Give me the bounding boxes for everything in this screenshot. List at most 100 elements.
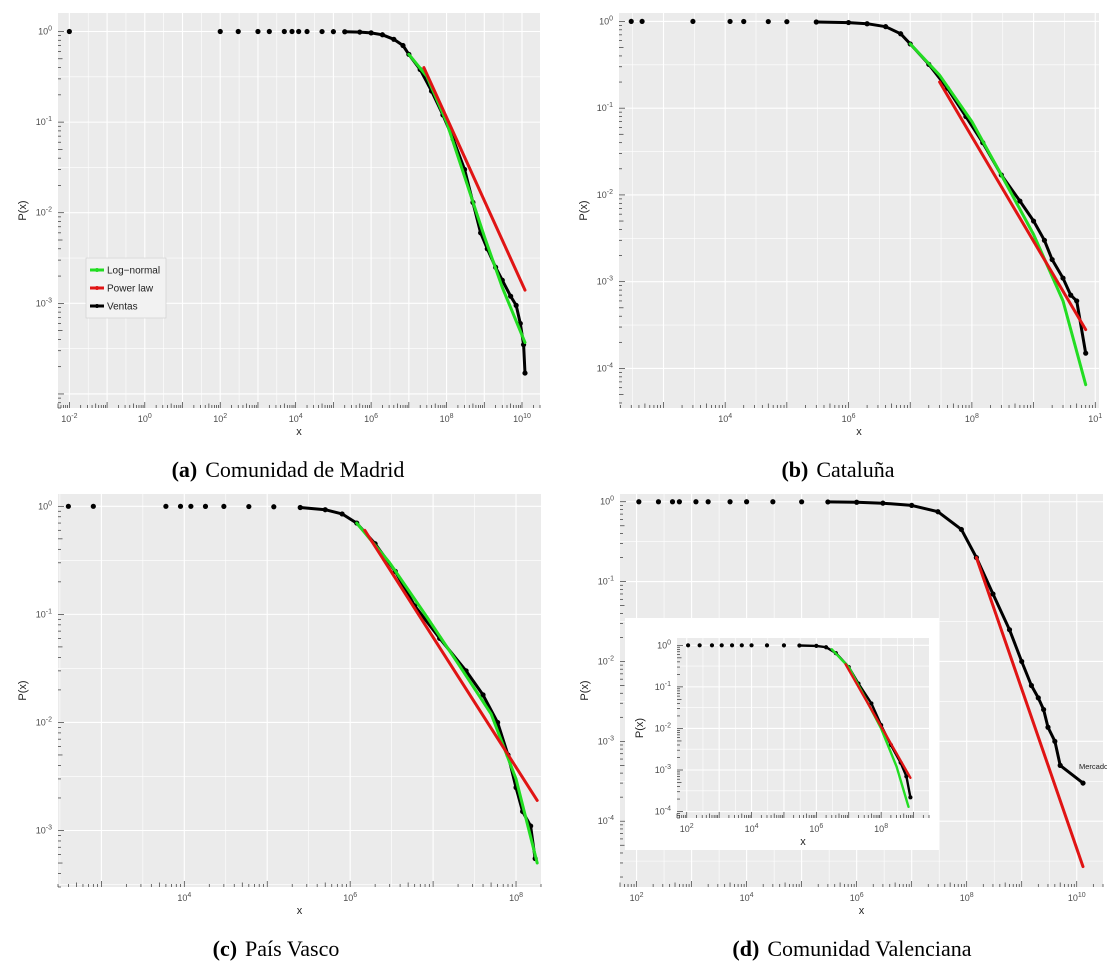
y-tick-label: 10-2 (36, 207, 52, 218)
series-powerlaw (938, 80, 1088, 332)
series-lognormal (908, 42, 1088, 387)
data-point (781, 643, 787, 648)
chart-cataluna: 104 106 108 101 10-4 10-3 10-2 10-1 100 x P(x) (578, 13, 1102, 438)
x-tick-label: 104 (745, 823, 759, 834)
x-tick-label: 104 (740, 892, 754, 903)
y-tick-label: 10-2 (655, 722, 671, 733)
y-tick-label: 100 (38, 25, 52, 36)
data-point (729, 643, 735, 648)
grid (58, 494, 541, 887)
caption-a: (a) Comunidad de Madrid (172, 457, 405, 482)
chart-comunidad-valenciana: 102 104 106 108 1010 10-4 10-3 10-2 10-1 100 x P(x)… (579, 494, 1107, 917)
chart-comunidad-de-madrid: 10-2 100 102 104 106 108 1010 10-3 10-2 10-1 100 x P… (17, 13, 541, 438)
data-point (271, 504, 277, 510)
data-point (319, 28, 325, 35)
data-point (636, 499, 642, 505)
y-tick-label: 10-1 (36, 116, 52, 127)
caption-d: (d) Comunidad Valenciana (732, 936, 971, 961)
x-tick-label: 102 (680, 823, 694, 834)
caption-b: (b) Cataluña (781, 457, 894, 482)
y-tick-label: 10-1 (655, 681, 671, 692)
y-tick-label: 100 (657, 639, 671, 650)
axis-ticks (619, 501, 1104, 887)
axis-ticks (676, 644, 930, 819)
data-point (90, 503, 96, 509)
y-tick-label: 10-4 (597, 362, 613, 373)
y-axis-label: P(x) (17, 680, 29, 700)
x-tick-label: 108 (874, 823, 888, 834)
data-point (744, 499, 750, 505)
x-tick-label: 104 (289, 413, 303, 424)
y-axis-label: P(x) (17, 200, 29, 220)
data-point (246, 503, 252, 510)
series-powerlaw (844, 663, 912, 779)
grid (58, 13, 540, 408)
y-tick-label: 10-3 (36, 824, 52, 835)
legend-key-dot (95, 286, 99, 290)
x-axis-label: x (859, 905, 865, 917)
data-point (739, 643, 744, 648)
y-tick-label: 100 (599, 15, 613, 26)
x-tick-label: 101 (1088, 413, 1102, 424)
y-tick-label: 10-3 (655, 764, 671, 775)
data-point (697, 643, 702, 648)
y-tick-label: 10-4 (598, 815, 614, 826)
plot-panel (58, 494, 541, 887)
x-tick-label: 1010 (1068, 892, 1086, 903)
data-point (639, 18, 645, 25)
y-tick-label: 10-3 (597, 276, 613, 287)
data-point (163, 503, 169, 509)
x-tick-label: 106 (809, 823, 823, 834)
data-point (749, 643, 754, 648)
x-tick-label: 108 (509, 892, 523, 903)
data-point (217, 28, 223, 35)
data-point (188, 503, 194, 509)
series-powerlaw (422, 66, 527, 292)
data-point (727, 18, 733, 25)
y-axis-label: P(x) (579, 680, 591, 700)
y-tick-label: 10-3 (36, 297, 52, 308)
legend-key-dot (95, 268, 99, 272)
caption-c: (c) País Vasco (213, 936, 340, 961)
grid (619, 13, 1099, 408)
x-axis-label: x (297, 905, 303, 917)
data-point (177, 503, 184, 509)
y-tick-label: 10-2 (597, 189, 613, 200)
data-point (719, 643, 724, 648)
data-point (202, 503, 209, 509)
x-tick-label: 1010 (513, 413, 531, 424)
x-axis-label: x (296, 426, 302, 438)
series-lognormal (355, 521, 539, 865)
series-powerlaw (363, 528, 539, 802)
data-point (765, 18, 771, 25)
y-tick-label: 100 (38, 500, 52, 511)
data-point (741, 18, 747, 25)
axis-ticks (57, 505, 542, 888)
x-tick-label: 104 (718, 413, 732, 424)
inset-chart: 102 104 106 108 10-4 10-3 10-2 10-1 100 x P(x) (625, 618, 939, 850)
data-point (255, 28, 261, 35)
y-tick-label: 10-2 (36, 716, 52, 727)
x-tick-label: 10-2 (61, 413, 77, 424)
x-tick-label: 102 (630, 892, 644, 903)
data-point (655, 499, 662, 505)
y-axis-label: P(x) (634, 718, 646, 738)
data-point (676, 499, 682, 505)
legend-key-dot (95, 304, 99, 308)
x-tick-label: 106 (842, 413, 856, 424)
data-point (221, 503, 227, 510)
data-point (685, 643, 691, 648)
data-point (705, 499, 711, 505)
data-point (289, 28, 295, 35)
x-axis-label: x (800, 836, 806, 848)
chart-pais-vasco: 104 106 108 10-3 10-2 10-1 100 x P(x) (17, 494, 542, 917)
y-axis-label: P(x) (578, 200, 590, 220)
data-point (799, 499, 805, 505)
data-point (784, 19, 790, 25)
x-tick-label: 106 (343, 892, 357, 903)
ventas-trace (799, 644, 912, 798)
plot-panel (58, 13, 540, 408)
y-tick-label: 10-2 (598, 655, 614, 666)
y-tick-label: 100 (600, 496, 614, 507)
